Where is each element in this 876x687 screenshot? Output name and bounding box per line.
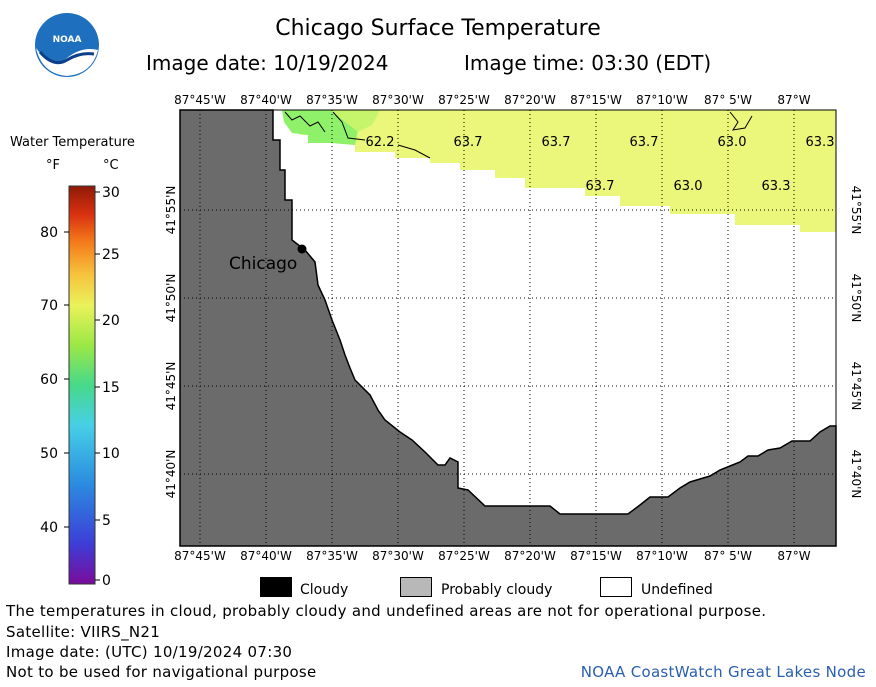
- colorbar-unit-f: °F: [46, 158, 60, 173]
- legend-swatch-cloudy: [260, 577, 292, 597]
- lon-label: 87° 5'W: [704, 549, 752, 563]
- credit-text: NOAA CoastWatch Great Lakes Node: [580, 663, 866, 681]
- f-tick: 80: [40, 225, 58, 241]
- lon-label: 87°W: [777, 93, 810, 107]
- city-label: Chicago: [229, 254, 297, 274]
- lon-label: 87°45'W: [174, 549, 226, 563]
- c-tick: 10: [102, 446, 120, 462]
- warm-water-region: [300, 110, 836, 232]
- c-tick: 25: [102, 247, 120, 263]
- image-time: Image time: 03:30 (EDT): [464, 51, 712, 75]
- temp-label: 63.3: [762, 179, 791, 194]
- satellite-text: Satellite: VIIRS_N21: [6, 623, 161, 641]
- lat-label: 41°55'N: [164, 186, 178, 235]
- lat-label: 41°50'N: [164, 274, 178, 323]
- lon-label: 87°30'W: [372, 93, 424, 107]
- temp-label: 63.3: [806, 135, 835, 150]
- noaa-logo: NOAA: [35, 13, 99, 77]
- lat-label: 41°45'N: [164, 362, 178, 411]
- lon-label: 87°20'W: [504, 549, 556, 563]
- lon-label: 87°25'W: [438, 549, 490, 563]
- lon-label: 87°15'W: [570, 549, 622, 563]
- lon-label: 87°25'W: [438, 93, 490, 107]
- map-title: Chicago Surface Temperature: [275, 16, 601, 41]
- lon-label: 87°20'W: [504, 93, 556, 107]
- chicago-marker: [297, 244, 307, 254]
- temp-label: 63.0: [718, 135, 747, 150]
- lat-label: 41°45'N: [849, 362, 863, 411]
- legend-label-undefined: Undefined: [641, 582, 713, 598]
- lon-label: 87°30'W: [372, 549, 424, 563]
- lon-label: 87°15'W: [570, 93, 622, 107]
- temp-label: 62.2: [366, 135, 395, 150]
- lon-label: 87° 5'W: [704, 93, 752, 107]
- f-tick: 60: [40, 372, 58, 388]
- c-tick: 0: [102, 573, 111, 589]
- temperature-map: Chicago 62.2 63.7 63.7 63.7 63.0 63.3 63…: [164, 93, 863, 563]
- lon-label: 87°40'W: [240, 93, 292, 107]
- c-tick: 5: [102, 513, 111, 529]
- nav-warning-text: Not to be used for navigational purpose: [6, 663, 317, 681]
- f-tick: 50: [40, 446, 58, 462]
- c-tick: 30: [102, 185, 120, 201]
- map-frame: [179, 109, 837, 547]
- temp-label: 63.7: [630, 135, 659, 150]
- lat-label: 41°55'N: [849, 186, 863, 235]
- temp-label: 63.0: [674, 179, 703, 194]
- lon-label: 87°45'W: [174, 93, 226, 107]
- c-tick: 20: [102, 313, 120, 329]
- lat-label: 41°40'N: [164, 450, 178, 499]
- lat-label: 41°40'N: [849, 450, 863, 499]
- legend-swatch-probably-cloudy: [400, 577, 432, 597]
- logo-text: NOAA: [53, 35, 82, 45]
- colorbar: 80 70 60 50 40 30 25 20 15 10 5 0: [40, 185, 120, 589]
- colorbar-title: Water Temperature: [10, 135, 135, 150]
- colorbar-gradient: [68, 185, 96, 585]
- lon-label: 87°10'W: [636, 549, 688, 563]
- image-date: Image date: 10/19/2024: [146, 51, 389, 75]
- legend-label-probably-cloudy: Probably cloudy: [441, 582, 553, 598]
- lon-label: 87°35'W: [306, 93, 358, 107]
- f-tick: 70: [40, 298, 58, 314]
- lon-label: 87°W: [777, 549, 810, 563]
- f-tick: 40: [40, 520, 58, 536]
- c-tick: 15: [102, 380, 120, 396]
- lon-label: 87°35'W: [306, 549, 358, 563]
- temp-label: 63.7: [454, 135, 483, 150]
- disclaimer-text: The temperatures in cloud, probably clou…: [6, 602, 767, 620]
- lon-label: 87°40'W: [240, 549, 292, 563]
- lon-label: 87°10'W: [636, 93, 688, 107]
- lat-label: 41°50'N: [849, 274, 863, 323]
- utc-date-text: Image date: (UTC) 10/19/2024 07:30: [6, 643, 293, 661]
- legend-swatch-undefined: [600, 577, 632, 597]
- map-grid: [180, 110, 836, 546]
- legend-label-cloudy: Cloudy: [300, 582, 349, 598]
- colorbar-unit-c: °C: [103, 158, 119, 173]
- temp-label: 63.7: [586, 179, 615, 194]
- temp-label: 63.7: [542, 135, 571, 150]
